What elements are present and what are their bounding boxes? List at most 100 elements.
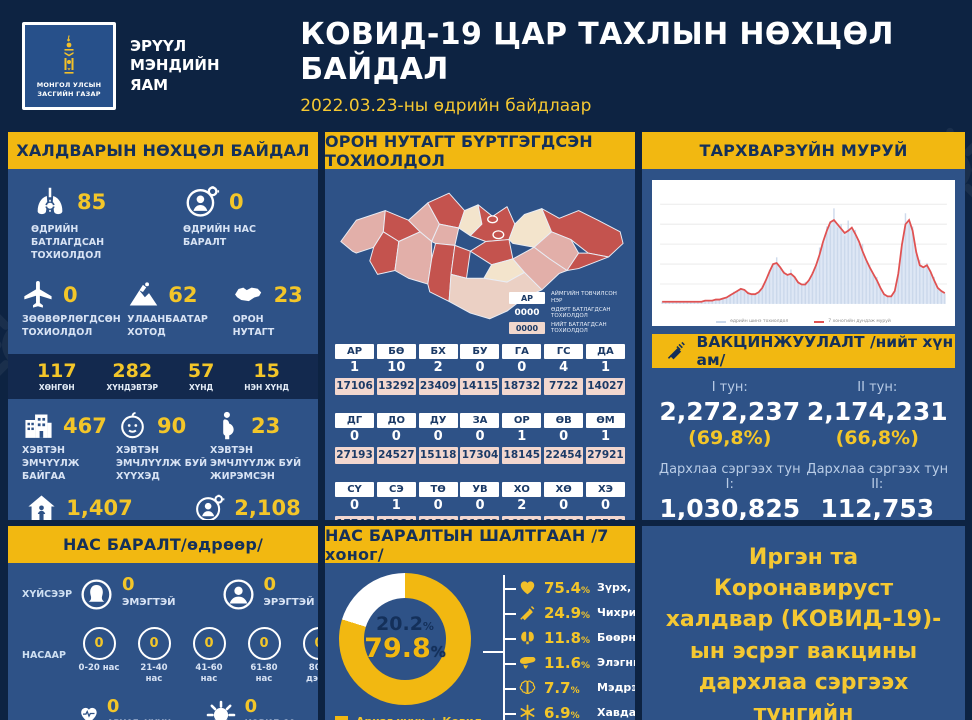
province-daily: 0 bbox=[349, 497, 360, 513]
province-cell: ДА 1 14027 bbox=[585, 344, 625, 395]
province-abbr: ТӨ bbox=[418, 481, 458, 497]
syringe-icon bbox=[666, 340, 686, 362]
complication-value: 0 bbox=[106, 696, 120, 718]
severity-value: 57 bbox=[187, 360, 215, 383]
cause-item: 7.7% Мэдрэлийн эмгэг bbox=[504, 675, 635, 700]
stat-item: 2,108 НИЙТ НАС БАРАЛТ bbox=[193, 492, 301, 521]
province-abbr: ХО bbox=[502, 481, 542, 497]
province-cell: ГС 4 7722 bbox=[544, 344, 584, 395]
dose-label: II тун: bbox=[857, 380, 898, 395]
age-item: 0 0-20 нас bbox=[78, 627, 120, 684]
province-daily: 1 bbox=[391, 497, 401, 513]
legend-total-box: 0000 bbox=[509, 322, 545, 335]
panel-message: Иргэн та Коронавируст халдвар (КОВИД-19)… bbox=[642, 526, 965, 720]
person-virus-icon bbox=[183, 183, 221, 221]
province-total: 18732 bbox=[502, 377, 542, 395]
province-table-row: АР 1 17106 БӨ 10 13292 БХ 2 23409 bbox=[335, 344, 625, 395]
province-daily: 0 bbox=[475, 497, 485, 513]
mongolia-map bbox=[340, 192, 624, 320]
province-abbr: ӨМ bbox=[585, 412, 625, 428]
age-label: 41-60 нас bbox=[195, 663, 223, 684]
age-row: 0 0-20 нас 0 21-40 нас 0 41-60 нас bbox=[78, 627, 318, 684]
province-cell: ГА 0 18732 bbox=[502, 344, 542, 395]
province-daily: 0 bbox=[475, 360, 485, 375]
panel-regional-cases: ОРОН НУТАГТ БҮРТГЭГДСЭН ТОХИОЛДОЛ bbox=[325, 132, 635, 520]
province-cell: ХО 2 26069 bbox=[502, 481, 542, 520]
province-daily: 1 bbox=[517, 428, 527, 444]
dose-value: 112,753 bbox=[820, 494, 935, 520]
causes-list: 75.4% Зүрх, судасны өвчин 24.9% Чихрийн … bbox=[482, 575, 635, 720]
gender-row-label: ХҮЙСЭЭР bbox=[22, 589, 73, 600]
mongolia-choropleth-map: АР АЙМГИЙН ТОВЧИЛСОН НЭР 0000 ӨДӨРТ БАТЛ… bbox=[335, 177, 625, 335]
stat-value: 0 bbox=[63, 282, 78, 307]
severity-item: 57 ХҮНД bbox=[188, 360, 214, 392]
province-total: 17304 bbox=[460, 446, 500, 464]
stat-item: 23 ХЭВТЭН ЭМЧЛҮҮЛЖ БУЙ ЖИРЭМСЭН bbox=[210, 409, 304, 483]
age-row-label: НАСААР bbox=[22, 650, 66, 662]
cause-percent: 11.8% bbox=[544, 628, 591, 647]
stat-value: 90 bbox=[157, 413, 187, 438]
person-virus-icon bbox=[193, 492, 226, 521]
province-total: 7722 bbox=[544, 377, 584, 395]
province-total: 23409 bbox=[418, 377, 458, 395]
donut-comorbid-pct: 79.8% bbox=[364, 632, 446, 664]
female-icon bbox=[78, 576, 115, 613]
stat-label: ХЭВТЭН ЭМЧЛҮҮЛЖ БУЙ ЖИРЭМСЭН bbox=[210, 445, 302, 482]
child-icon bbox=[116, 409, 149, 442]
airplane-icon bbox=[22, 278, 55, 311]
cause-percent: 7.7% bbox=[544, 678, 580, 697]
province-total: 26069 bbox=[502, 515, 542, 520]
hospitalized-row: 467 ХЭВТЭН ЭМЧҮҮЛЖ БАЙГАА 90 ХЭВТЭН ЭМЧЛ… bbox=[20, 409, 306, 483]
cause-label: Чихрийн шижин bbox=[597, 606, 635, 619]
province-abbr: ДА bbox=[585, 344, 625, 359]
province-cell: ӨВ 0 22454 bbox=[544, 412, 584, 464]
dose-value: 2,174,231 bbox=[806, 397, 948, 426]
cause-item: 75.4% Зүрх, судасны өвчин bbox=[504, 575, 635, 600]
curve-svg bbox=[660, 203, 947, 304]
stat-value: 23 bbox=[273, 282, 303, 307]
stat-item: 62 УЛААНБААТАР ХОТОД bbox=[127, 278, 232, 340]
stat-label: ХЭВТЭН ЭМЧЛҮҮЛЖ БУЙ ХҮҮХЭД bbox=[116, 445, 208, 482]
vaccination-header: ВАКЦИНЖУУЛАЛТ /нийт хүн ам/ bbox=[652, 333, 955, 369]
header: МОНГОЛ УЛСЫН ЗАСГИЙН ГАЗАР ЭРҮҮЛ МЭНДИЙН… bbox=[0, 0, 972, 132]
legend-daily-label: ӨДӨРТ БАТЛАГДСАН ТОХИОЛДОЛ bbox=[551, 306, 611, 320]
stat-label: УЛААНБААТАР ХОТОД bbox=[127, 314, 208, 339]
province-cell: СҮ 0 17743 bbox=[335, 481, 374, 520]
cancer-icon bbox=[518, 703, 537, 720]
donut-legend: Архаг хууч + Ковид хавсарсан Ковид шалтг… bbox=[335, 715, 487, 720]
complication-row: 0 АРХАГ, ХУУЧ ӨВЧТЭЙ + КОВИД ХАВСАРСАН 0… bbox=[78, 698, 318, 720]
stat-item: 1,407 ГЭРИЙН ХЯНАЛТАД БАЙГАА bbox=[25, 492, 137, 520]
stat-value: 23 bbox=[251, 413, 281, 438]
stat-value: 2,108 bbox=[234, 496, 301, 520]
page-subtitle: 2022.03.23-ны өдрийн байдлаар bbox=[300, 95, 592, 116]
dose-item: I тун: 2,272,237 (69,8%) bbox=[656, 380, 804, 449]
province-cell: ӨМ 1 27921 bbox=[585, 412, 625, 464]
age-label: 21-40 нас bbox=[140, 663, 168, 684]
age-label: 0-20 нас bbox=[78, 663, 120, 673]
dose-value: 2,272,237 bbox=[659, 397, 801, 426]
province-table-row: ДГ 0 27193 ДО 0 24527 ДУ 0 15118 bbox=[335, 412, 625, 464]
legend-label: 7 хоногийн дундаж муруй bbox=[828, 319, 891, 324]
province-daily: 0 bbox=[559, 497, 569, 513]
age-label: 80-с дээш bbox=[306, 663, 318, 684]
province-abbr: ДГ bbox=[335, 412, 374, 428]
severity-strip: 117 ХӨНГӨН 282 ХҮНДЭВТЭР 57 ХҮНД 15 bbox=[8, 354, 318, 400]
severity-item: 282 ХҮНДЭВТЭР bbox=[106, 360, 158, 392]
age-label: 61-80 нас bbox=[250, 663, 278, 684]
province-total: 21509 bbox=[418, 515, 458, 520]
stat-label: ӨДРИЙН БАТЛАГДСАН ТОХИОЛДОЛ bbox=[31, 224, 105, 261]
province-daily: 4 bbox=[559, 360, 569, 375]
province-daily: 0 bbox=[433, 428, 443, 444]
province-total: 21273 bbox=[460, 515, 500, 520]
province-abbr: АР bbox=[335, 344, 374, 359]
legend-daily-box: 0000 bbox=[514, 308, 540, 319]
chart-legend-item: өдрийн шинэ тохиолдол bbox=[716, 319, 788, 324]
province-daily: 2 bbox=[517, 497, 527, 513]
province-abbr: СҮ bbox=[335, 481, 374, 497]
severity-label: ХӨНГӨН bbox=[38, 383, 75, 393]
province-total: 14027 bbox=[585, 377, 625, 395]
province-total: 22454 bbox=[544, 446, 584, 464]
province-total: 22330 bbox=[544, 515, 584, 520]
province-cell: ДО 0 24527 bbox=[376, 412, 416, 464]
cause-item: 6.9% Хавдар bbox=[504, 700, 635, 720]
